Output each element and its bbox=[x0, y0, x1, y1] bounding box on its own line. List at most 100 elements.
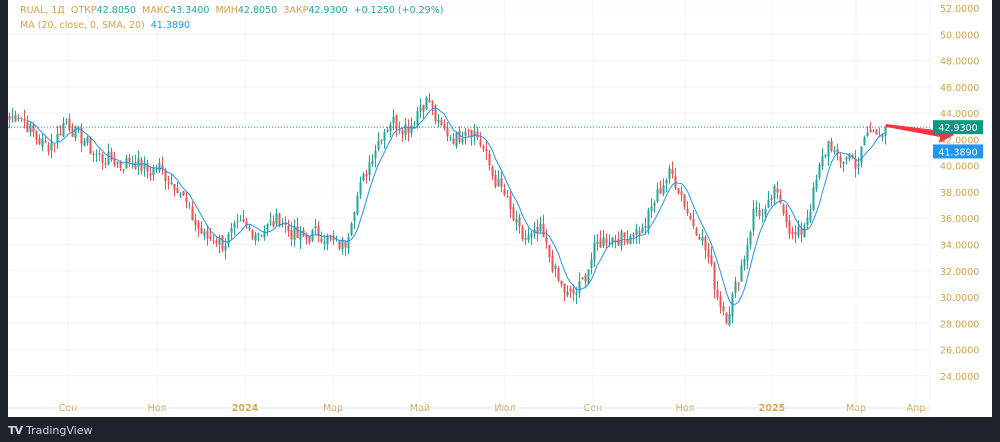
candle-body bbox=[293, 227, 296, 241]
candle-body bbox=[557, 267, 560, 281]
candle-body bbox=[653, 202, 656, 206]
close-value: 42.9300 bbox=[308, 5, 348, 16]
candle-body bbox=[35, 132, 38, 140]
candle-body bbox=[404, 124, 407, 136]
candle-body bbox=[218, 237, 221, 245]
candle-body bbox=[869, 129, 872, 133]
candle-body bbox=[824, 154, 827, 157]
tradingview-logo[interactable]: TV TradingView bbox=[8, 424, 93, 437]
candle-body bbox=[707, 249, 710, 258]
candle-body bbox=[482, 146, 485, 150]
candle-body bbox=[746, 244, 749, 261]
candle-body bbox=[497, 178, 500, 187]
candle-body bbox=[305, 235, 308, 239]
candle-body bbox=[563, 283, 566, 293]
candle-body bbox=[263, 230, 266, 238]
candle-body bbox=[506, 196, 509, 198]
tv-logo-icon: TV bbox=[8, 424, 23, 437]
candle-body bbox=[245, 221, 248, 226]
candle-body bbox=[800, 228, 803, 236]
candle-body bbox=[275, 213, 278, 225]
candle-body bbox=[566, 291, 569, 296]
candle-body bbox=[464, 132, 467, 136]
candle-body bbox=[47, 144, 50, 152]
candle-body bbox=[542, 223, 545, 238]
candle-body bbox=[149, 173, 152, 176]
y-tick-label: 26.0000 bbox=[940, 346, 979, 357]
candle-body bbox=[122, 168, 125, 170]
candle-body bbox=[545, 237, 548, 243]
candle-body bbox=[443, 123, 446, 129]
candle-body bbox=[602, 236, 605, 246]
candle-body bbox=[713, 263, 716, 290]
ma-line bbox=[27, 107, 886, 306]
candle-body bbox=[38, 138, 41, 145]
candle-body bbox=[683, 194, 686, 208]
candle-body bbox=[26, 120, 29, 133]
candle-body bbox=[452, 138, 455, 144]
candle-body bbox=[137, 157, 140, 167]
candle-body bbox=[65, 121, 68, 123]
candle-body bbox=[665, 180, 668, 184]
candle-body bbox=[134, 161, 137, 170]
candle-body bbox=[635, 228, 638, 236]
candle-body bbox=[392, 116, 395, 124]
candle-body bbox=[50, 142, 53, 151]
candle-body bbox=[248, 227, 251, 229]
candle-body bbox=[374, 150, 377, 159]
candle-body bbox=[866, 132, 869, 136]
candle-body bbox=[836, 149, 839, 155]
symbol[interactable]: RUAL, 1Д bbox=[20, 5, 65, 16]
candle-body bbox=[338, 240, 341, 249]
candle-body bbox=[74, 126, 77, 139]
y-tick-label: 28.0000 bbox=[940, 319, 979, 330]
candle-body bbox=[194, 220, 197, 225]
candle-body bbox=[686, 208, 689, 214]
candle-body bbox=[650, 206, 653, 212]
y-tick-label: 38.0000 bbox=[940, 188, 979, 199]
candle-body bbox=[128, 157, 131, 163]
y-tick-label: 52.0000 bbox=[940, 4, 979, 15]
candle-body bbox=[509, 195, 512, 210]
chart-area[interactable]: RUAL, 1Д ОТКР42.8050 МАКС43.3400 МИН42.8… bbox=[8, 0, 992, 417]
candle-body bbox=[110, 151, 113, 160]
y-tick-label: 36.0000 bbox=[940, 214, 979, 225]
candle-body bbox=[620, 230, 623, 246]
ma-label[interactable]: MA (20, close, 0, SMA, 20) bbox=[20, 20, 145, 31]
candle-body bbox=[152, 167, 155, 176]
candle-body bbox=[752, 208, 755, 231]
candle-body bbox=[599, 239, 602, 248]
candle-body bbox=[179, 193, 182, 196]
candle-body bbox=[59, 133, 62, 136]
candle-body bbox=[839, 156, 842, 162]
candle-body bbox=[188, 204, 191, 206]
candle-body bbox=[458, 130, 461, 143]
candle-body bbox=[242, 219, 245, 222]
candle-body bbox=[641, 227, 644, 234]
candle-body bbox=[767, 199, 770, 208]
candle-body bbox=[224, 245, 227, 251]
candle-body bbox=[68, 119, 71, 131]
candle-body bbox=[803, 225, 806, 238]
candle-body bbox=[92, 153, 95, 155]
candle-body bbox=[704, 237, 707, 251]
candle-body bbox=[359, 182, 362, 196]
candle-body bbox=[662, 185, 665, 194]
candle-body bbox=[161, 165, 164, 169]
candle-body bbox=[11, 116, 14, 119]
low-value: 42.8050 bbox=[237, 5, 278, 16]
candle-body bbox=[881, 134, 884, 137]
candle-body bbox=[689, 215, 692, 220]
candle-body bbox=[494, 174, 497, 187]
candle-body bbox=[476, 131, 479, 139]
candle-body bbox=[518, 217, 521, 227]
candle-body bbox=[779, 195, 782, 203]
red-arrow-annotation bbox=[886, 124, 954, 143]
y-tick-label: 48.0000 bbox=[940, 57, 979, 68]
candle-body bbox=[536, 226, 539, 233]
candle-body bbox=[266, 223, 269, 231]
candle-body bbox=[701, 237, 704, 242]
candle-body bbox=[377, 140, 380, 150]
candle-body bbox=[44, 141, 47, 143]
candle-body bbox=[797, 226, 800, 236]
